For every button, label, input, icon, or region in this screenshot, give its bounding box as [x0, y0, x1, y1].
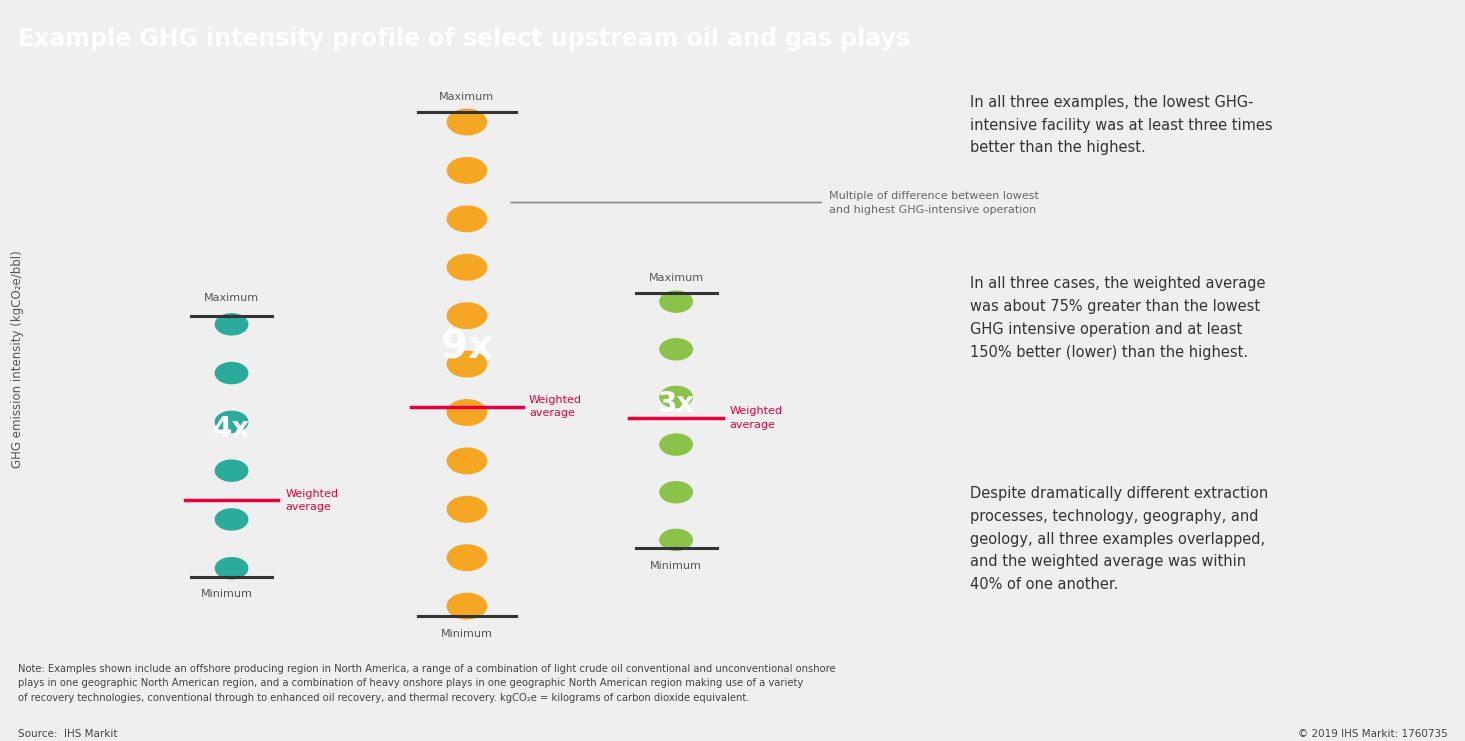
- Text: Weighted
average: Weighted average: [286, 488, 338, 512]
- Text: 3x: 3x: [658, 390, 694, 418]
- Circle shape: [215, 362, 248, 384]
- Text: Weighted
average: Weighted average: [529, 395, 582, 418]
- Text: 9x: 9x: [441, 328, 492, 366]
- Text: Weighted
average: Weighted average: [730, 406, 782, 430]
- Circle shape: [659, 291, 693, 312]
- Text: Minimum: Minimum: [650, 561, 702, 571]
- Circle shape: [447, 448, 486, 473]
- Text: In all three examples, the lowest GHG-
intensive facility was at least three tim: In all three examples, the lowest GHG- i…: [970, 95, 1272, 156]
- Bar: [208, 696, 220, 706]
- Circle shape: [659, 434, 693, 455]
- Circle shape: [447, 545, 486, 571]
- Text: Multiple of difference between lowest
and highest GHG-intensive operation: Multiple of difference between lowest an…: [829, 190, 1039, 214]
- Text: Minimum: Minimum: [201, 589, 253, 599]
- Bar: [195, 688, 268, 710]
- Bar: [483, 733, 500, 741]
- Bar: [226, 696, 237, 706]
- Text: GHG emission intensity (kgCO₂e/bbl): GHG emission intensity (kgCO₂e/bbl): [12, 250, 23, 468]
- Text: Maximum: Maximum: [204, 293, 259, 303]
- Text: Source:  IHS Markit: Source: IHS Markit: [18, 729, 117, 740]
- Bar: [243, 696, 256, 706]
- Circle shape: [215, 411, 248, 433]
- Circle shape: [659, 386, 693, 408]
- Text: Minimum: Minimum: [441, 629, 492, 639]
- Circle shape: [215, 313, 248, 335]
- Text: © 2019 IHS Markit: 1760735: © 2019 IHS Markit: 1760735: [1298, 729, 1447, 740]
- Text: 4x: 4x: [212, 415, 251, 443]
- Text: In all three cases, the weighted average
was about 75% greater than the lowest
G: In all three cases, the weighted average…: [970, 276, 1266, 359]
- Circle shape: [447, 109, 486, 135]
- Circle shape: [215, 558, 248, 579]
- Circle shape: [447, 158, 486, 183]
- Circle shape: [447, 303, 486, 328]
- Text: Maximum: Maximum: [649, 273, 703, 283]
- Circle shape: [215, 509, 248, 530]
- Circle shape: [215, 460, 248, 481]
- Circle shape: [659, 339, 693, 360]
- Text: Example GHG intensity profile of select upstream oil and gas plays: Example GHG intensity profile of select …: [18, 27, 910, 51]
- Text: Despite dramatically different extraction
processes, technology, geography, and
: Despite dramatically different extractio…: [970, 486, 1267, 592]
- Bar: [693, 733, 709, 741]
- Circle shape: [659, 529, 693, 551]
- Circle shape: [659, 482, 693, 502]
- Circle shape: [447, 594, 486, 619]
- Text: Note: Examples shown include an offshore producing region in North America, a ra: Note: Examples shown include an offshore…: [18, 664, 835, 702]
- Circle shape: [447, 399, 486, 425]
- Circle shape: [447, 206, 486, 232]
- Text: Maximum: Maximum: [440, 92, 495, 102]
- Circle shape: [447, 496, 486, 522]
- Circle shape: [447, 351, 486, 377]
- Bar: [220, 677, 243, 688]
- Circle shape: [447, 254, 486, 280]
